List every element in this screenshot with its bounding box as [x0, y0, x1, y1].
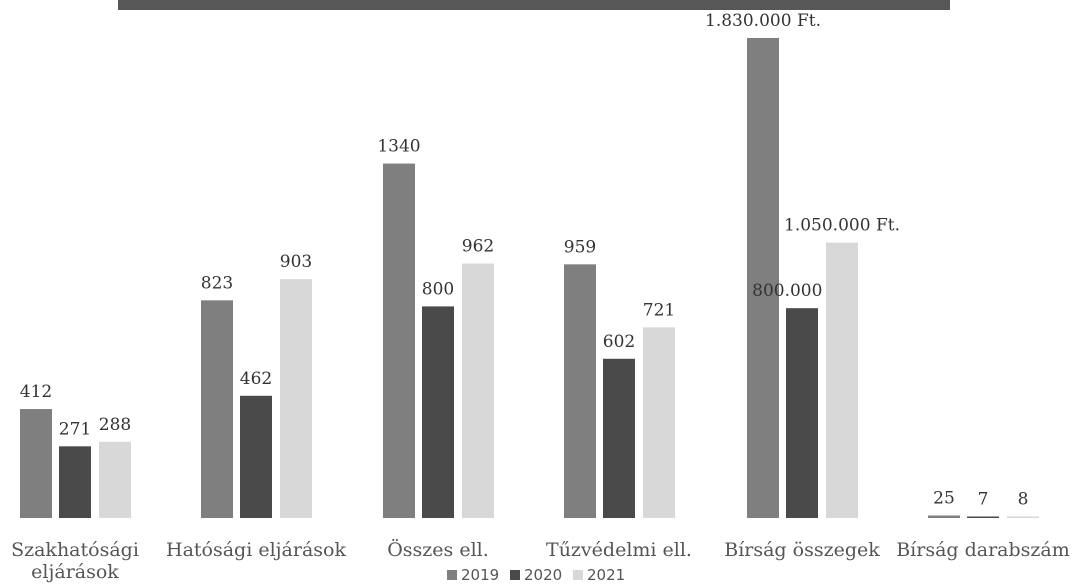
category-label-3: Tűzvédelmi ell. — [546, 539, 692, 561]
category-label-5: Bírság darabszám — [896, 539, 1070, 561]
value-label-2021-cat-0: 288 — [99, 415, 131, 435]
value-label-2021-cat-1: 903 — [280, 252, 312, 272]
legend-label-2020: 2020 — [524, 566, 562, 584]
bar-2021-cat-4 — [826, 242, 858, 519]
value-label-2020-cat-2: 800 — [422, 279, 454, 299]
value-label-2021-cat-5: 8 — [1018, 490, 1029, 510]
value-label-2019-cat-3: 959 — [564, 237, 596, 257]
bar-2019-cat-3 — [564, 264, 596, 518]
bar-2019-cat-5 — [928, 515, 960, 518]
bar-2019-cat-2 — [383, 163, 415, 518]
category-label-0-line2: eljárások — [31, 561, 119, 583]
value-label-2019-cat-1: 823 — [201, 273, 233, 293]
value-label-2020-cat-0: 271 — [59, 419, 91, 439]
bar-2019-cat-1 — [201, 300, 233, 518]
bar-2021-cat-3 — [643, 327, 675, 518]
value-label-2019-cat-0: 412 — [20, 382, 52, 402]
value-label-2019-cat-4: 1.830.000 Ft. — [705, 11, 821, 31]
value-label-2019-cat-2: 1340 — [377, 137, 420, 157]
legend-label-2019: 2019 — [461, 566, 499, 584]
value-label-2021-cat-3: 721 — [643, 300, 675, 320]
chart-title-bar — [118, 0, 950, 10]
bar-2020-cat-0 — [59, 446, 91, 518]
bar-2020-cat-5 — [967, 516, 999, 518]
value-label-2021-cat-4: 1.050.000 Ft. — [784, 216, 900, 236]
bar-2021-cat-5 — [1007, 516, 1039, 518]
category-label-1: Hatósági eljárások — [166, 539, 346, 561]
value-label-2020-cat-5: 7 — [978, 490, 989, 510]
category-label-0: Szakhatósági — [11, 539, 139, 561]
category-label-4: Bírság összegek — [724, 539, 880, 561]
bar-2020-cat-2 — [422, 306, 454, 518]
category-label-2: Összes ell. — [387, 538, 489, 561]
bar-2019-cat-4 — [747, 38, 779, 518]
bar-2020-cat-1 — [240, 395, 272, 518]
bar-2021-cat-1 — [280, 279, 312, 518]
value-label-2021-cat-2: 962 — [462, 237, 494, 257]
value-label-2020-cat-3: 602 — [603, 332, 635, 352]
legend-swatch-2019 — [447, 570, 457, 580]
bar-2020-cat-3 — [603, 358, 635, 518]
legend-label-2021: 2021 — [587, 566, 625, 584]
legend-swatch-2020 — [510, 570, 520, 580]
bar-2021-cat-0 — [99, 441, 131, 518]
bar-2021-cat-2 — [462, 263, 494, 518]
value-label-2019-cat-5: 25 — [933, 489, 955, 509]
bar-2019-cat-0 — [20, 409, 52, 518]
legend-swatch-2021 — [573, 570, 583, 580]
bar-2020-cat-4 — [786, 308, 818, 518]
value-label-2020-cat-1: 462 — [240, 369, 272, 389]
